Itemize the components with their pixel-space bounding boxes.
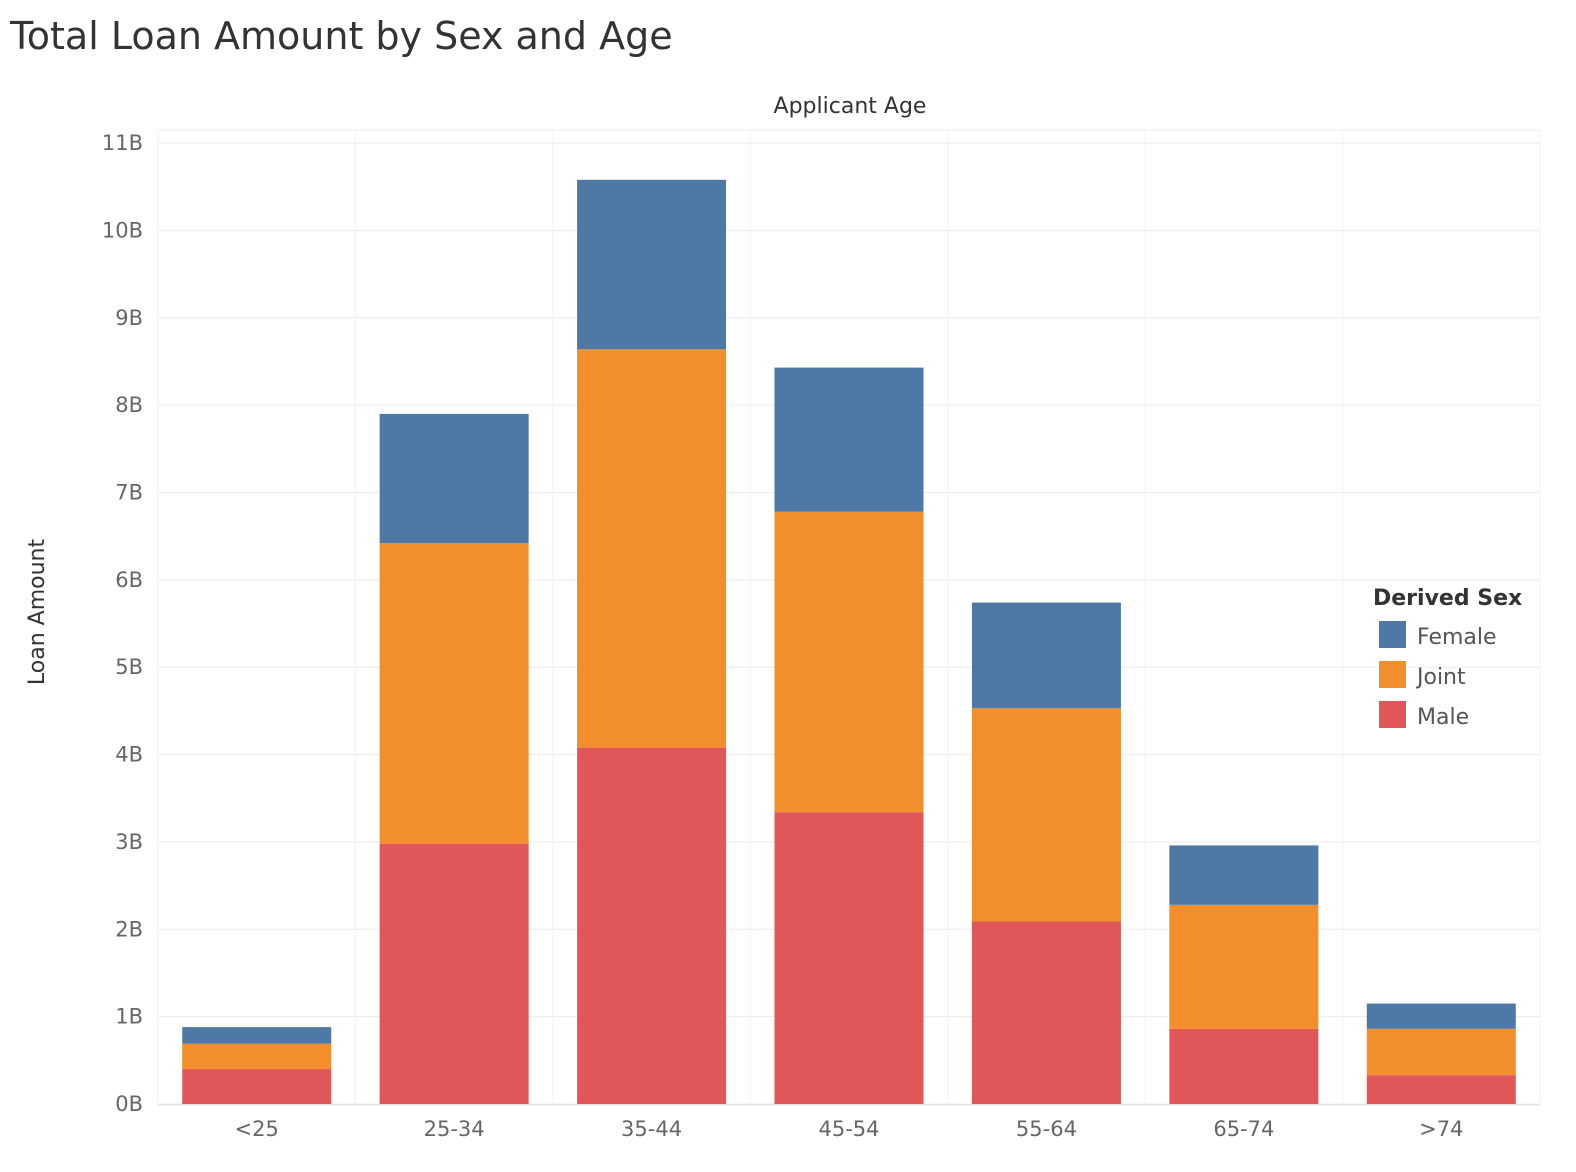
y-tick-label: 10B	[102, 218, 143, 242]
bar-male	[1169, 1028, 1319, 1104]
bar-joint	[577, 349, 727, 748]
bar-female	[1169, 845, 1319, 905]
legend: Derived Sex Female Joint Male	[1373, 586, 1522, 730]
x-tick-label: 55-64	[1016, 1117, 1077, 1141]
y-tick-label: 3B	[115, 830, 143, 854]
bar-joint	[1366, 1028, 1516, 1076]
y-tick-label: 5B	[115, 655, 143, 679]
y-tick-label: 1B	[115, 1005, 143, 1029]
legend-title: Derived Sex	[1373, 586, 1522, 611]
bar-male	[1366, 1075, 1516, 1104]
y-tick-label: 2B	[115, 917, 143, 941]
bar-female	[577, 179, 727, 350]
bar-female	[379, 413, 529, 544]
bar-male	[577, 747, 727, 1104]
bar-male	[182, 1069, 332, 1104]
x-tick-label: <25	[235, 1117, 279, 1141]
x-tick-label: 35-44	[621, 1117, 682, 1141]
bar-joint	[971, 708, 1121, 922]
y-tick-label: 9B	[115, 306, 143, 330]
bar-joint	[774, 511, 924, 813]
x-tick-label: 65-74	[1213, 1117, 1274, 1141]
bar-female	[182, 1027, 332, 1044]
y-tick-label: 4B	[115, 743, 143, 767]
legend-swatch-joint	[1379, 661, 1406, 688]
bar-joint	[182, 1043, 332, 1070]
y-tick-label: 7B	[115, 481, 143, 505]
bar-female	[774, 367, 924, 512]
x-tick-label: 25-34	[424, 1117, 485, 1141]
x-tick-label: >74	[1419, 1117, 1463, 1141]
x-axis: <25 25-34 35-44 45-54 55-64 65-74 >74	[158, 1104, 1540, 1141]
bar-female	[1366, 1003, 1516, 1029]
legend-swatch-male	[1379, 701, 1406, 728]
y-tick-label: 6B	[115, 568, 143, 592]
chart-title: Total Loan Amount by Sex and Age	[10, 14, 673, 58]
y-axis-title: Loan Amount	[25, 539, 50, 686]
legend-label-joint: Joint	[1415, 665, 1466, 690]
legend-label-female: Female	[1417, 625, 1497, 650]
x-axis-title: Applicant Age	[774, 94, 927, 119]
legend-label-male: Male	[1417, 705, 1469, 730]
y-axis: 0B 1B 2B 3B 4B 5B 6B 7B 8B 9B 10B 11B	[102, 131, 143, 1116]
legend-swatch-female	[1379, 621, 1406, 648]
bar-male	[971, 921, 1121, 1104]
bar-joint	[1169, 904, 1319, 1029]
bar-joint	[379, 543, 529, 844]
y-tick-label: 8B	[115, 393, 143, 417]
bars	[182, 179, 1516, 1104]
y-tick-label: 11B	[102, 131, 143, 155]
bar-male	[774, 812, 924, 1104]
y-tick-label: 0B	[115, 1092, 143, 1116]
bar-male	[379, 843, 529, 1104]
bar-female	[971, 602, 1121, 709]
x-tick-label: 45-54	[818, 1117, 879, 1141]
